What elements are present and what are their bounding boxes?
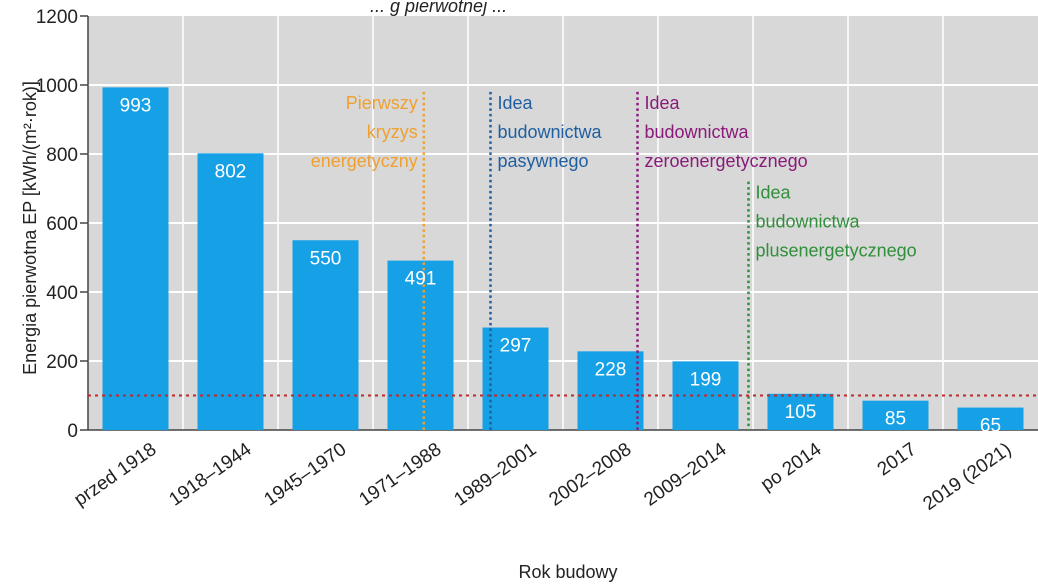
annotation-text: zeroenergetycznego bbox=[645, 151, 808, 171]
annotation-text: energetyczny bbox=[311, 151, 418, 171]
bar bbox=[482, 327, 549, 430]
bar bbox=[957, 407, 1024, 430]
annotations: Pierwszy kryzys energetyczny Idea budownictw… bbox=[311, 93, 917, 261]
bar-value-label: 199 bbox=[690, 369, 722, 390]
bar-value-label: 802 bbox=[215, 161, 247, 182]
y-tick-label: 400 bbox=[46, 283, 78, 304]
x-tick-label: 2017 bbox=[874, 439, 921, 480]
x-axis-label: Rok budowy bbox=[518, 562, 617, 582]
bar-value-labels: 993 802 550 491 297 228 199 105 85 65 bbox=[120, 95, 1001, 436]
x-tick-label: 2002–2008 bbox=[545, 439, 635, 511]
annotation-text: budownictwa bbox=[498, 122, 603, 142]
bar bbox=[197, 153, 264, 430]
annotation-text: budownictwa bbox=[756, 212, 861, 232]
bar-value-label: 105 bbox=[785, 402, 817, 423]
event-lines bbox=[422, 91, 750, 430]
annotation-text: plusenergetycznego bbox=[756, 241, 917, 261]
annotation-text: Pierwszy bbox=[346, 93, 418, 113]
y-tick-label: 200 bbox=[46, 352, 78, 373]
annotation-text: kryzys bbox=[367, 122, 418, 142]
y-tick-label: 800 bbox=[46, 145, 78, 166]
x-tick-label: 1918–1944 bbox=[165, 439, 255, 511]
x-tick-label: 2019 (2021) bbox=[919, 439, 1015, 515]
bar-value-label: 65 bbox=[980, 416, 1001, 437]
bar-value-label: 297 bbox=[500, 336, 532, 357]
y-tick-label: 600 bbox=[46, 214, 78, 235]
x-tick-labels: przed 1918 1918–1944 1945–1970 1971–1988 198… bbox=[70, 439, 1015, 515]
bar bbox=[767, 393, 834, 430]
bar-value-label: 550 bbox=[310, 248, 342, 269]
bar-value-label: 228 bbox=[595, 359, 627, 380]
x-tick-label: 2009–2014 bbox=[640, 439, 730, 511]
x-tick-label: 1945–1970 bbox=[260, 439, 350, 511]
annotation-text: Idea bbox=[756, 183, 792, 203]
x-tick-label: 1989–2001 bbox=[450, 439, 540, 511]
x-tick-label: przed 1918 bbox=[70, 439, 160, 511]
y-tick-label: 1000 bbox=[36, 76, 78, 97]
bar bbox=[292, 240, 359, 430]
x-tick-label: po 2014 bbox=[757, 439, 826, 496]
y-tick-label: 0 bbox=[67, 421, 78, 442]
bar-value-label: 993 bbox=[120, 95, 152, 116]
y-tick-labels: 0 200 400 600 800 1000 1200 bbox=[36, 7, 78, 442]
bar bbox=[862, 400, 929, 430]
bar-value-label: 85 bbox=[885, 409, 906, 430]
bar bbox=[577, 351, 644, 430]
bar bbox=[102, 87, 169, 430]
y-tick-label: 1200 bbox=[36, 7, 78, 28]
x-tick-label: 1971–1988 bbox=[355, 439, 445, 511]
annotation-text: pasywnego bbox=[498, 151, 589, 171]
annotation-text: Idea bbox=[645, 93, 681, 113]
bar bbox=[387, 260, 454, 430]
chart-title-partial: ... g pierwotnej ... bbox=[370, 0, 507, 16]
bars bbox=[102, 87, 1024, 430]
bar-value-label: 491 bbox=[405, 269, 437, 290]
annotation-text: Idea bbox=[498, 93, 534, 113]
y-axis-label: Energia pierwotna EP [kWh/(m²·rok)] bbox=[20, 81, 40, 375]
annotation-text: budownictwa bbox=[645, 122, 750, 142]
